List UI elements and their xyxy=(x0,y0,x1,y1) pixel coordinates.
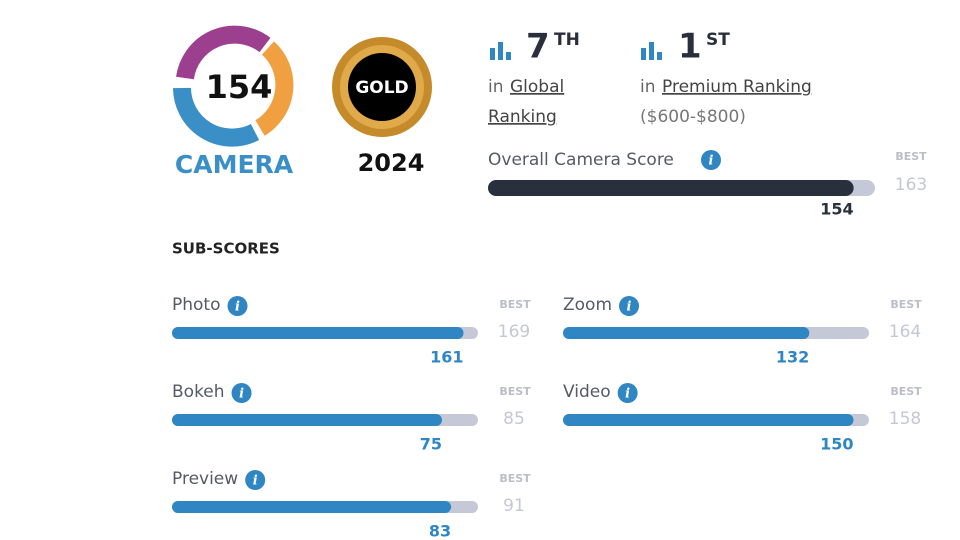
award-year: 2024 xyxy=(358,149,425,177)
info-icon-glyph: i xyxy=(625,387,630,402)
score-bar xyxy=(563,414,854,426)
award-label: GOLD xyxy=(355,78,408,98)
info-icon-glyph: i xyxy=(627,300,632,315)
info-icon-glyph: i xyxy=(709,154,714,169)
rank-icon xyxy=(641,42,662,60)
rank-number: 1 xyxy=(678,27,702,67)
rank-note: ($600-$800) xyxy=(640,107,746,127)
rank-number: 7 xyxy=(526,27,550,67)
best-label: BEST xyxy=(890,298,922,311)
score-bar xyxy=(172,327,464,339)
sub-score-label: Photo xyxy=(172,295,221,315)
best-label: BEST xyxy=(895,150,927,163)
rank-prefix: in xyxy=(640,77,656,97)
info-icon xyxy=(619,296,640,316)
score-bar xyxy=(172,414,442,426)
score-value: 154 xyxy=(820,200,853,219)
badge-arc xyxy=(255,41,294,136)
badge-score: 154 xyxy=(206,68,273,106)
info-icon xyxy=(231,383,252,403)
best-label: BEST xyxy=(890,385,922,398)
rank-link[interactable]: Global xyxy=(510,77,564,97)
best-label: BEST xyxy=(499,298,531,311)
rank-link[interactable]: Ranking xyxy=(488,107,557,127)
rank-suffix: TH xyxy=(554,30,580,50)
score-bar xyxy=(563,327,810,339)
section-title: SUB-SCORES xyxy=(172,240,280,258)
overall-label: Overall Camera Score xyxy=(488,150,674,170)
score-value: 132 xyxy=(776,348,809,367)
score-value: 161 xyxy=(430,348,463,367)
score-value: 75 xyxy=(420,435,442,454)
sub-score-label: Video xyxy=(563,382,611,402)
best-label: BEST xyxy=(499,385,531,398)
best-value: 85 xyxy=(503,409,525,429)
sub-score-label: Bokeh xyxy=(172,382,225,402)
best-value: 164 xyxy=(889,322,921,342)
info-icon xyxy=(617,383,638,403)
camera-badge xyxy=(173,25,294,147)
sub-score-label: Zoom xyxy=(563,295,612,315)
info-icon-glyph: i xyxy=(235,300,240,315)
badge-center xyxy=(201,51,273,123)
best-value: 158 xyxy=(889,409,921,429)
badge-label: CAMERA xyxy=(175,150,294,179)
score-bar xyxy=(488,180,854,196)
rank-icon xyxy=(490,42,511,60)
badge-arc xyxy=(176,25,271,80)
best-value: 91 xyxy=(503,496,525,516)
info-icon xyxy=(245,470,266,490)
sub-score-label: Preview xyxy=(172,469,238,489)
rank-suffix: ST xyxy=(706,30,730,50)
info-icon xyxy=(701,150,721,170)
info-icon-glyph: i xyxy=(253,474,258,489)
best-value: 169 xyxy=(498,322,530,342)
score-value: 83 xyxy=(429,522,451,540)
best-label: BEST xyxy=(499,472,531,485)
award-center xyxy=(348,53,416,121)
score-bar xyxy=(172,501,452,513)
info-icon xyxy=(227,296,248,316)
rank-link[interactable]: Premium Ranking xyxy=(662,77,812,97)
badge-arc xyxy=(173,87,260,147)
award-badge xyxy=(332,37,432,137)
score-value: 150 xyxy=(820,435,853,454)
best-value: 163 xyxy=(895,175,927,195)
rank-prefix: in xyxy=(488,77,504,97)
info-icon-glyph: i xyxy=(239,387,244,402)
